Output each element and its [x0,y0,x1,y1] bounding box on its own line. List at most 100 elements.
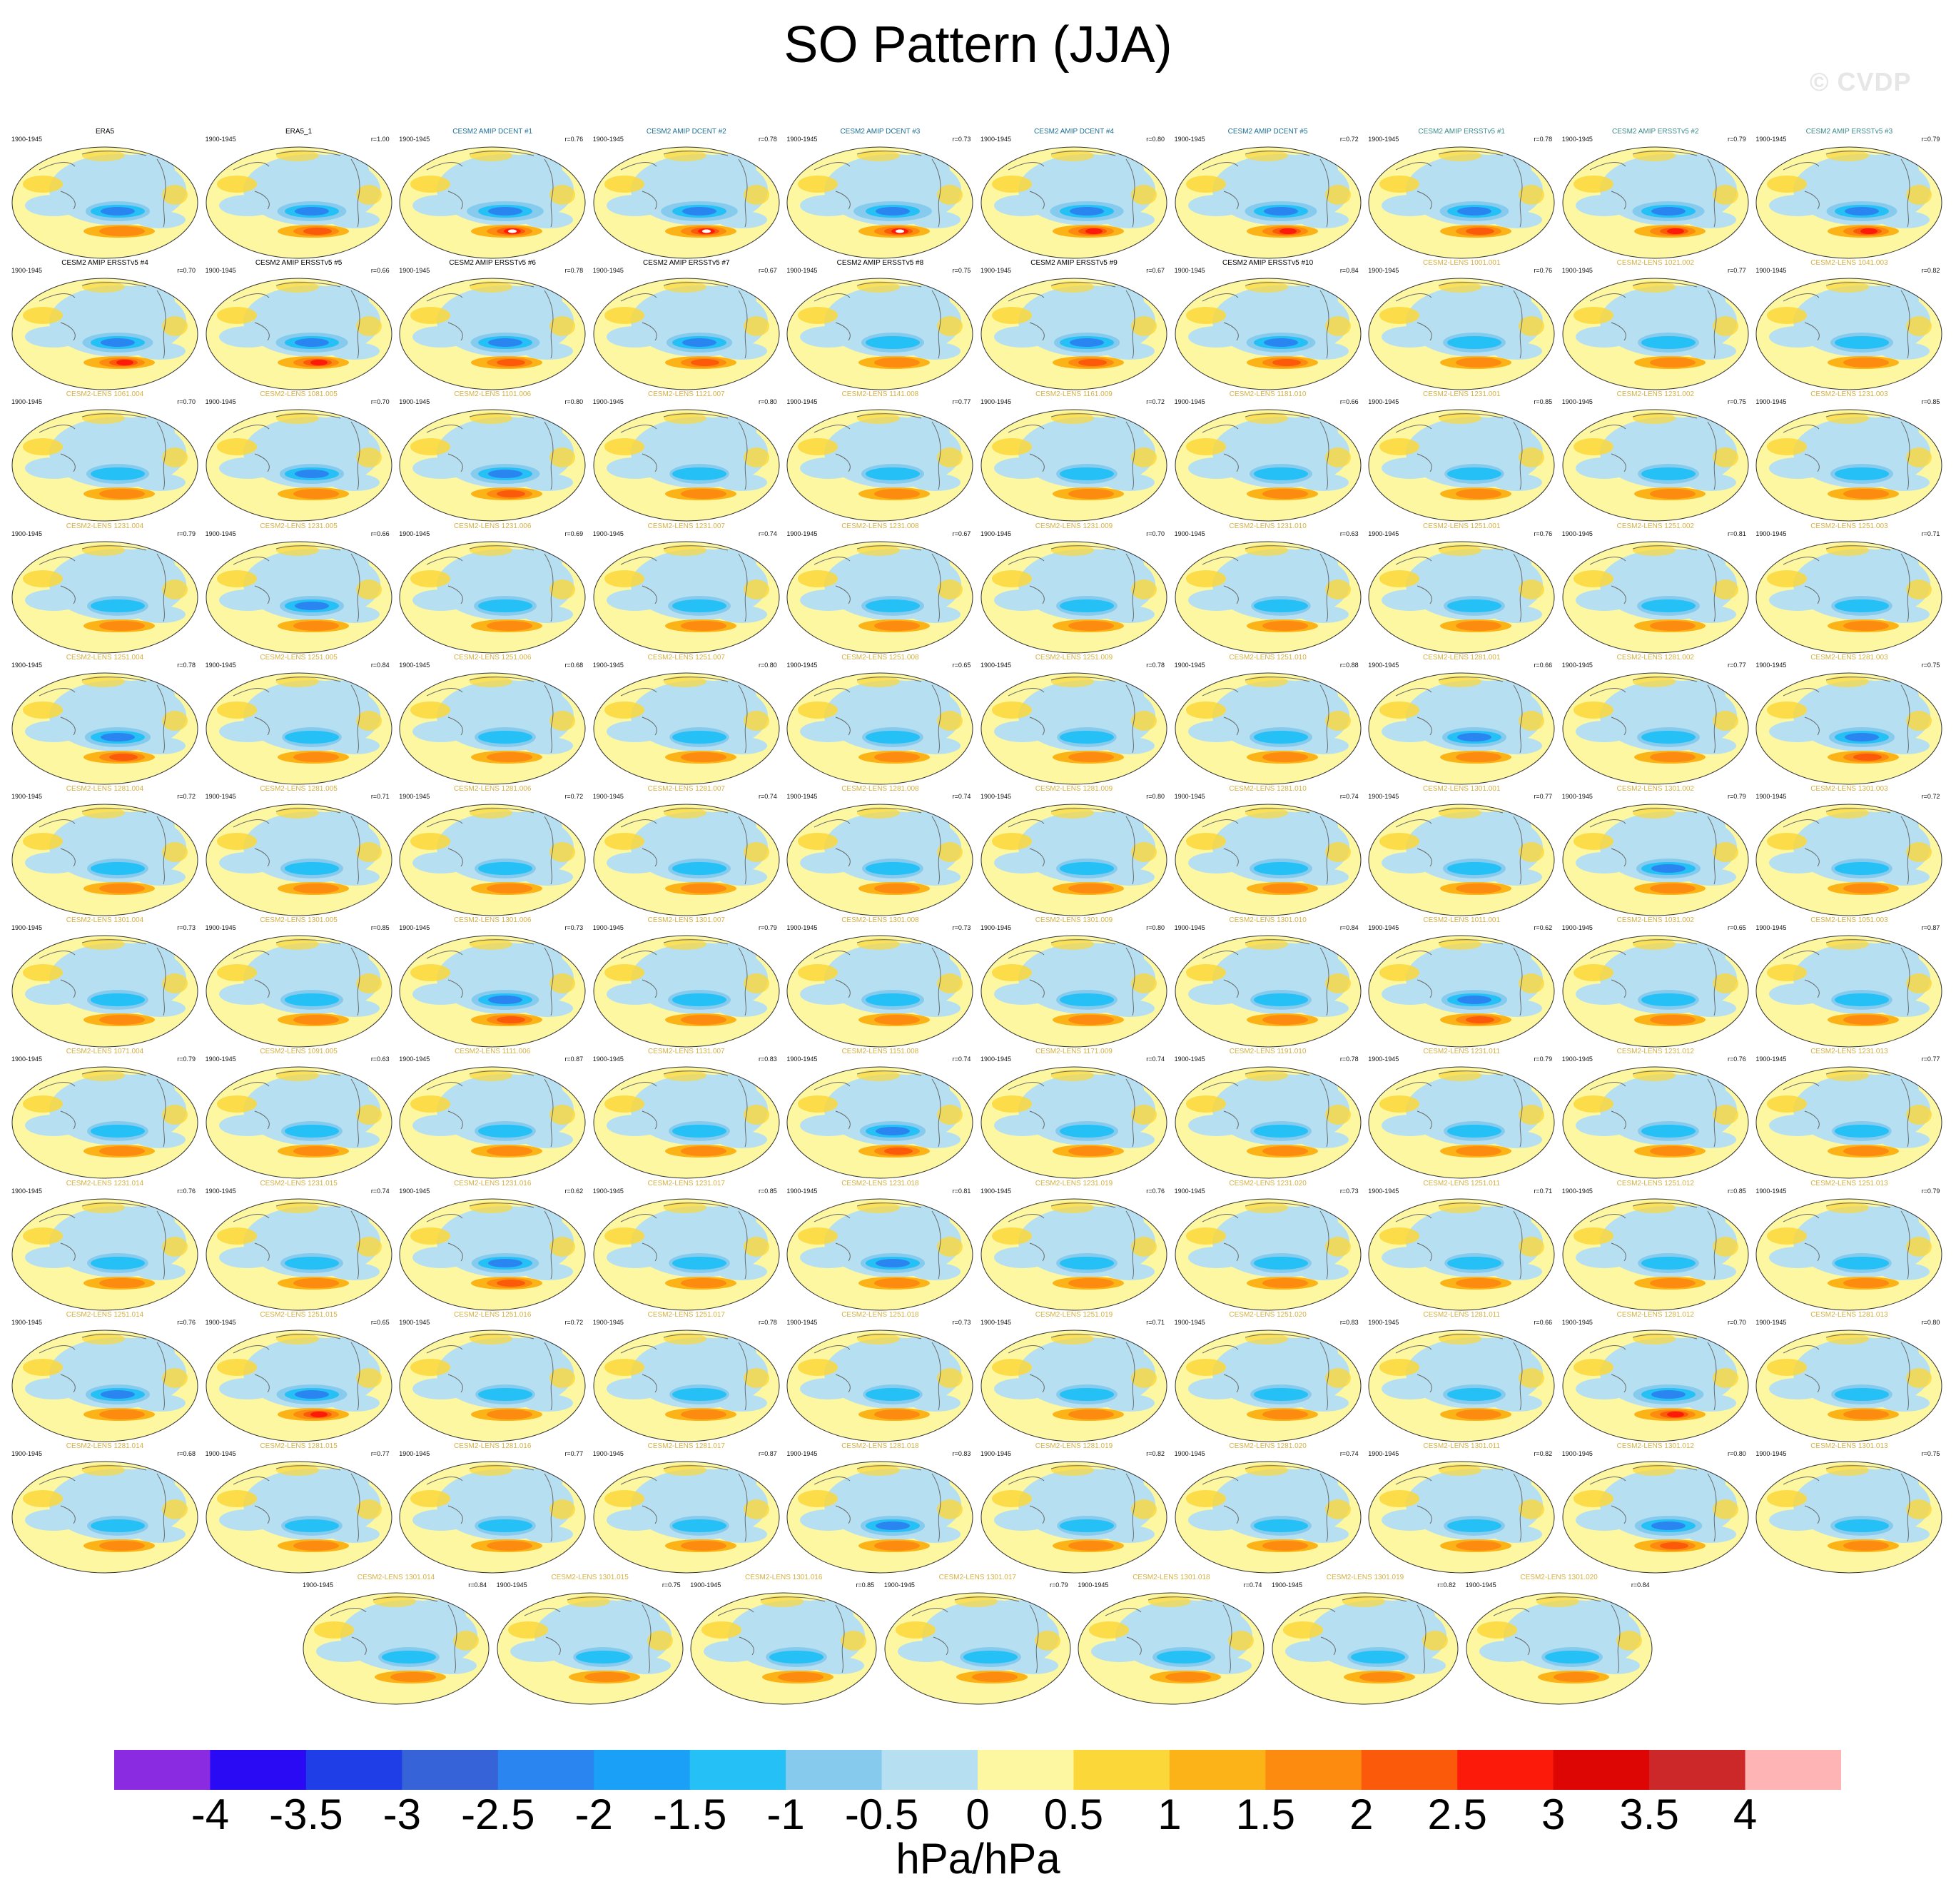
panel-title: CESM2 AMIP ERSSTv5 #2 [1612,128,1699,136]
panel-period: 1900-1945 [1755,136,1787,143]
panel-period: 1900-1945 [690,1581,721,1589]
panel-title: CESM2 AMIP DCENT #3 [840,128,921,136]
panel-title: CESM2-LENS 1281.003 [1810,653,1888,662]
colorbar-segment [114,1750,211,1790]
map-panel: CESM2-LENS 1231.018 1900-1945 r=0.81 [784,1179,976,1317]
panel-title: CESM2-LENS 1301.014 [357,1574,435,1582]
panel-period: 1900-1945 [786,1318,818,1326]
panel-period: 1900-1945 [1561,1450,1593,1457]
panel-period: 1900-1945 [1368,530,1399,537]
panel-title: CESM2-LENS 1301.010 [1229,916,1307,925]
panel-correlation: r=0.84 [1339,924,1359,932]
panel-correlation: r=0.72 [564,1318,584,1326]
panel-correlation: r=0.74 [1339,1450,1359,1457]
panel-correlation: r=0.82 [1146,1450,1165,1457]
colorbar-segment [689,1750,786,1790]
panel-title: CESM2-LENS 1231.004 [66,522,144,530]
map-plot [1562,672,1749,785]
map-panel: CESM2 AMIP ERSSTv5 #1 1900-1945 r=0.78 [1365,127,1558,265]
panel-correlation: r=0.73 [952,136,971,143]
map-panel: CESM2-LENS 1281.005 1900-1945 r=0.71 [203,784,395,923]
panel-correlation: r=0.73 [177,924,196,932]
panel-title: CESM2 AMIP ERSSTv5 #6 [449,259,536,268]
map-plot [593,1330,780,1442]
panel-period: 1900-1945 [1561,1187,1593,1195]
panel-correlation: r=0.78 [1339,1055,1359,1063]
panel-correlation: r=0.66 [1534,661,1553,669]
panel-title: CESM2-LENS 1251.001 [1422,522,1501,530]
panel-correlation: r=0.66 [370,267,390,275]
map-plot [399,1330,586,1442]
colorbar [114,1750,1841,1790]
panel-correlation: r=0.67 [1146,267,1165,275]
colorbar-segment [1457,1750,1554,1790]
map-plot [980,409,1167,522]
panel-title: CESM2-LENS 1251.003 [1810,522,1888,530]
panel-period: 1900-1945 [1465,1581,1496,1589]
panel-correlation: r=0.62 [564,1187,584,1195]
panel-title: CESM2-LENS 1231.003 [1810,390,1888,399]
panel-correlation: r=0.73 [1339,1187,1359,1195]
panel-title: CESM2-LENS 1251.008 [841,653,919,662]
map-plot [399,935,586,1048]
panel-title: CESM2 AMIP DCENT #5 [1227,128,1308,136]
colorbar-tick: 2.5 [1427,1791,1487,1838]
map-plot [1562,1330,1749,1442]
map-panel: CESM2-LENS 1251.012 1900-1945 r=0.85 [1559,1179,1752,1317]
panel-period: 1900-1945 [592,1055,624,1063]
panel-title: CESM2-LENS 1281.016 [453,1442,532,1450]
panel-title: CESM2 AMIP DCENT #1 [452,128,533,136]
map-plot [303,1592,490,1705]
panel-correlation: r=0.77 [1728,267,1746,275]
panel-period: 1900-1945 [786,924,818,932]
colorbar-segment [594,1750,691,1790]
map-plot [399,1066,586,1179]
map-panel: CESM2-LENS 1281.014 1900-1945 r=0.68 [9,1442,201,1580]
panel-correlation: r=0.87 [1921,924,1940,932]
panel-title: CESM2-LENS 1281.010 [1229,785,1307,793]
panel-correlation: r=0.66 [1339,398,1359,406]
map-panel: CESM2-LENS 1251.013 1900-1945 r=0.79 [1753,1179,1945,1317]
map-plot [11,278,198,390]
panel-title: CESM2 AMIP ERSSTv5 #9 [1030,259,1118,268]
map-plot [980,1066,1167,1179]
map-plot [1368,935,1555,1048]
map-panel: CESM2-LENS 1301.010 1900-1945 r=0.84 [1172,916,1364,1054]
panel-correlation: r=0.79 [1534,1055,1553,1063]
panel-title: CESM2-LENS 1231.006 [453,522,532,530]
panel-period: 1900-1945 [11,793,43,800]
panel-correlation: r=0.83 [952,1450,971,1457]
panel-correlation: r=0.77 [1534,793,1553,800]
colorbar-segment [497,1750,594,1790]
map-plot [11,1330,198,1442]
panel-period: 1900-1945 [1755,793,1787,800]
panel-title: CESM2-LENS 1231.014 [66,1179,144,1188]
panel-correlation: r=0.75 [952,267,971,275]
map-panel: CESM2-LENS 1301.002 1900-1945 r=0.79 [1559,784,1752,923]
panel-period: 1900-1945 [592,793,624,800]
map-panel: CESM2-LENS 1151.008 1900-1945 r=0.74 [784,1047,976,1185]
panel-correlation: r=0.79 [1050,1581,1068,1589]
panel-period: 1900-1945 [1174,793,1205,800]
map-plot [1755,409,1942,522]
map-plot [206,409,392,522]
map-plot [1755,1461,1942,1574]
map-panel: CESM2-LENS 1301.005 1900-1945 r=0.85 [203,916,395,1054]
panel-correlation: r=0.70 [1146,530,1165,537]
map-panel: CESM2-LENS 1061.004 1900-1945 r=0.70 [9,390,201,528]
map-panel: CESM2-LENS 1301.020 1900-1945 r=0.84 [1463,1573,1656,1711]
panel-correlation: r=0.79 [1728,136,1746,143]
colorbar-segment [1265,1750,1362,1790]
map-panel: CESM2-LENS 1281.004 1900-1945 r=0.72 [9,784,201,923]
map-panel: CESM2-LENS 1081.005 1900-1945 r=0.70 [203,390,395,528]
map-panel: CESM2-LENS 1281.007 1900-1945 r=0.74 [590,784,783,923]
panel-correlation: r=0.72 [177,793,196,800]
map-plot [399,1461,586,1574]
panel-period: 1900-1945 [1368,398,1399,406]
map-panel: CESM2-LENS 1281.002 1900-1945 r=0.77 [1559,653,1752,791]
panel-title: CESM2-LENS 1231.010 [1229,522,1307,530]
map-plot [1175,1461,1362,1574]
panel-title: CESM2-LENS 1281.013 [1810,1310,1888,1319]
panel-title: CESM2-LENS 1231.008 [841,522,919,530]
panel-period: 1900-1945 [1368,793,1399,800]
